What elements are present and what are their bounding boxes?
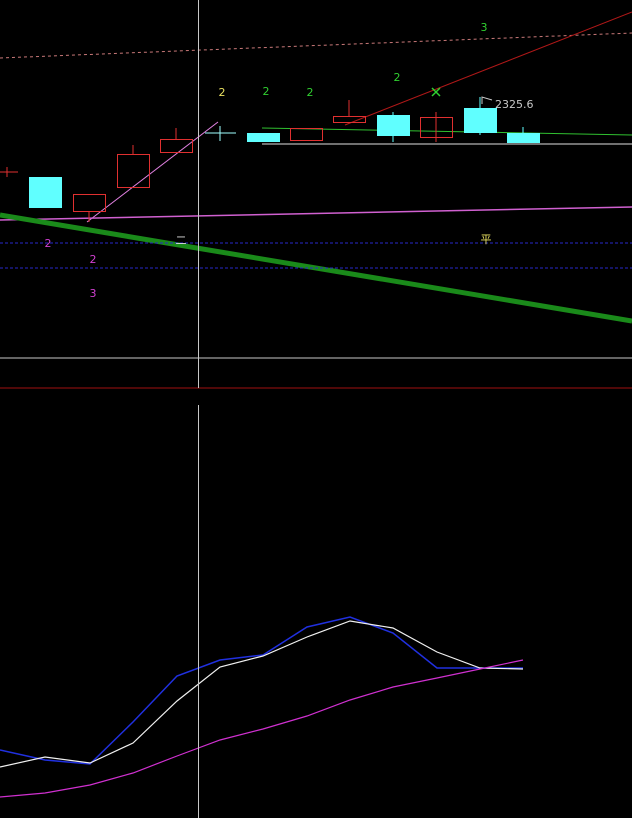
wave-label: 2	[263, 85, 270, 98]
candle	[73, 194, 106, 212]
cross-marker	[431, 87, 441, 97]
wave-label: 2	[307, 86, 314, 99]
candle	[420, 117, 453, 138]
wave-label: 2	[219, 86, 226, 99]
pink-trend-line	[86, 121, 219, 223]
dashed-trend-line	[0, 32, 632, 59]
wave-label: 2	[394, 71, 401, 84]
candle	[507, 133, 540, 143]
candle	[29, 177, 62, 208]
candles	[0, 97, 540, 222]
price-flag	[481, 96, 493, 104]
wave-label: 2	[45, 237, 52, 250]
indicator-line	[0, 620, 524, 768]
candle	[377, 115, 410, 136]
candle	[464, 108, 497, 133]
wave-label: 3	[90, 287, 97, 300]
wave-label: 2	[90, 253, 97, 266]
candle	[247, 133, 280, 142]
candle	[333, 116, 366, 123]
line-label: 二	[176, 234, 187, 247]
magenta-line	[0, 206, 632, 221]
price-label: 2325.6	[495, 98, 534, 111]
candle	[160, 139, 193, 153]
wave-label: 3	[481, 21, 488, 34]
line-label: 平	[481, 233, 492, 246]
red-trend-line	[344, 11, 632, 126]
candle	[290, 128, 323, 141]
indicator-line	[0, 659, 524, 798]
green-level-line	[261, 127, 632, 136]
candle	[117, 154, 150, 188]
indicator-line	[0, 616, 523, 765]
